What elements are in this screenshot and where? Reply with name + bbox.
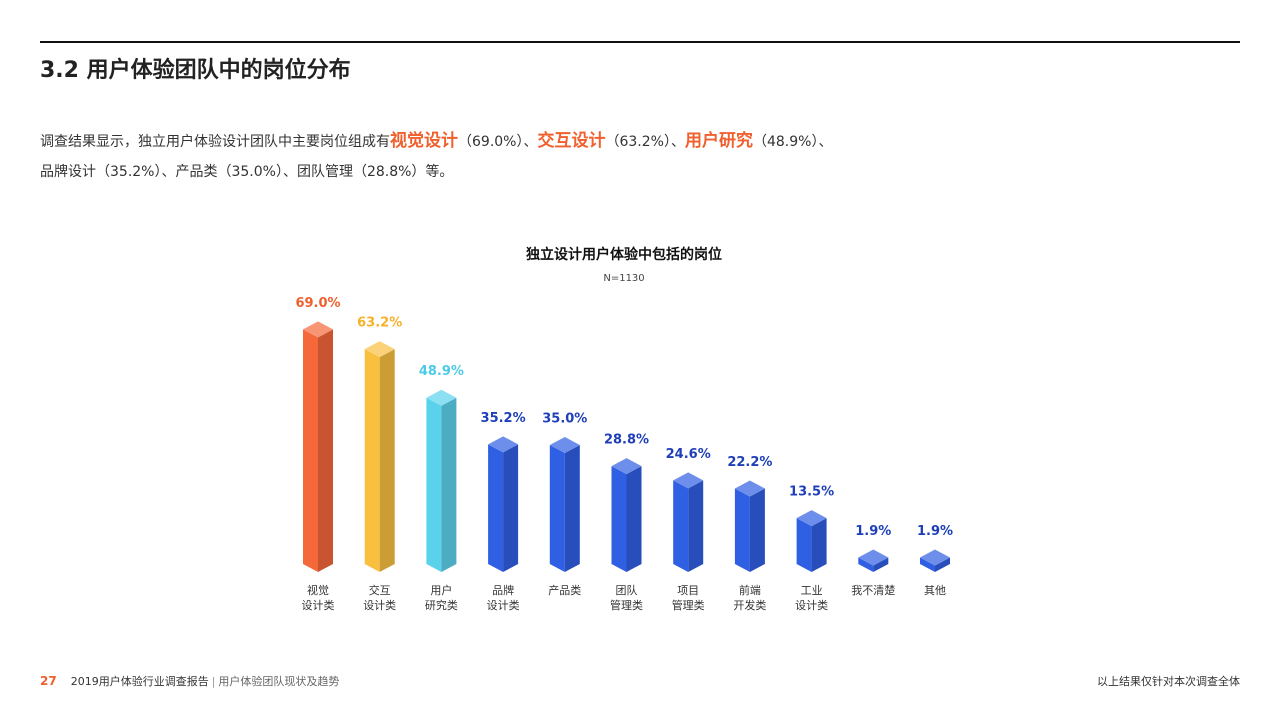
intro-highlight: 视觉设计 xyxy=(390,131,458,151)
value-label: 35.0% xyxy=(542,412,587,427)
bar-right-face xyxy=(811,518,827,572)
intro-text: 品牌设计（35.2%）、产品类（35.0%）、团队管理（28.8%）等。 xyxy=(40,164,454,180)
bar xyxy=(858,549,889,572)
chart-title: 独立设计用户体验中包括的岗位 xyxy=(526,246,722,263)
x-tick-label: 其他 xyxy=(924,584,946,597)
x-tick-label: 品牌设计类 xyxy=(487,583,520,612)
bar-left-face xyxy=(920,557,935,572)
bar-left-face xyxy=(858,557,874,572)
x-tick-label: 前端开发类 xyxy=(733,583,766,612)
x-tick-label: 用户研究类 xyxy=(425,583,458,612)
bar xyxy=(426,389,457,572)
bar xyxy=(920,549,950,572)
bar-left-face xyxy=(488,444,504,572)
value-label: 63.2% xyxy=(357,316,402,331)
value-label: 48.9% xyxy=(419,364,464,379)
intro-line: 调查结果显示，独立用户体验设计团队中主要岗位组成有视觉设计（69.0%）、交互设… xyxy=(40,126,832,157)
x-tick-label: 项目管理类 xyxy=(672,584,705,612)
intro-highlight: 用户研究 xyxy=(684,131,753,151)
x-tick-label: 产品类 xyxy=(548,583,581,597)
value-label: 1.9% xyxy=(917,524,953,539)
x-tick-label: 工业设计类 xyxy=(795,584,828,612)
bar-top-face xyxy=(920,549,950,566)
bar-top-face xyxy=(796,510,827,527)
bar-top-face xyxy=(549,437,580,453)
bar-left-face xyxy=(303,329,318,572)
bar xyxy=(734,480,765,572)
bar-left-face xyxy=(796,518,812,572)
bar-left-face xyxy=(734,488,750,572)
x-tick-label: 我不清楚 xyxy=(851,583,895,597)
bar-left-face xyxy=(549,445,565,572)
bar-right-face xyxy=(318,329,333,572)
bar-right-face xyxy=(441,397,457,572)
value-label: 1.9% xyxy=(855,524,891,539)
value-label: 24.6% xyxy=(666,447,711,462)
bar xyxy=(303,321,333,572)
bar-left-face xyxy=(364,349,380,572)
bar-top-face xyxy=(858,549,889,566)
bar-top-face xyxy=(303,321,333,338)
chart: 独立设计用户体验中包括的岗位 N=1130 69.0% 视觉设计类 63.2% 交互设… xyxy=(295,246,953,612)
footer-note: 以上结果仅针对本次调查全体 xyxy=(1097,675,1240,688)
bar-right-face xyxy=(379,349,395,572)
bar xyxy=(549,437,580,572)
footer-left: 27 2019用户体验行业调查报告 | 用户体验团队现状及趋势 xyxy=(40,674,340,688)
bar xyxy=(364,341,395,572)
section-name: 用户体验团队现状及趋势 xyxy=(218,675,340,688)
bar-left-face xyxy=(611,466,627,572)
bar-right-face xyxy=(873,557,889,572)
bar-top-face xyxy=(734,480,765,497)
bar-top-face xyxy=(488,436,519,453)
bar-left-face xyxy=(426,397,442,572)
intro-text: （63.2%）、 xyxy=(605,134,685,150)
bar-top-face xyxy=(426,389,457,406)
intro: 调查结果显示，独立用户体验设计团队中主要岗位组成有视觉设计（69.0%）、交互设… xyxy=(40,126,832,187)
intro-line: 品牌设计（35.2%）、产品类（35.0%）、团队管理（28.8%）等。 xyxy=(40,157,832,187)
x-tick-label: 交互设计类 xyxy=(363,583,396,612)
bar xyxy=(796,510,827,572)
intro-text: （69.0%）、 xyxy=(458,134,538,150)
x-tick-label: 视觉设计类 xyxy=(302,583,335,612)
bar-top-face xyxy=(673,472,704,489)
bar-right-face xyxy=(935,557,950,572)
value-label: 13.5% xyxy=(789,485,834,500)
intro-highlight: 交互设计 xyxy=(537,131,606,151)
report-name: 2019用户体验行业调查报告 xyxy=(70,675,209,688)
intro-text: （48.9%）、 xyxy=(752,134,833,150)
page-number: 27 xyxy=(40,674,57,688)
bar-left-face xyxy=(673,480,689,572)
bar-right-face xyxy=(749,488,765,572)
bar-right-face xyxy=(503,444,519,572)
bar-right-face xyxy=(626,466,642,572)
chart-subtitle: N=1130 xyxy=(603,273,644,284)
bar-right-face xyxy=(564,445,580,572)
bar-top-face xyxy=(364,341,395,358)
top-rule xyxy=(40,41,1240,43)
value-label: 28.8% xyxy=(604,433,649,448)
intro-text: 调查结果显示，独立用户体验设计团队中主要岗位组成有 xyxy=(40,134,390,150)
value-label: 35.2% xyxy=(481,411,526,426)
bar-top-face xyxy=(611,458,642,475)
bar-right-face xyxy=(688,480,704,572)
value-label: 22.2% xyxy=(727,455,772,470)
bar xyxy=(611,458,642,572)
bar xyxy=(673,472,704,572)
page-title: 3.2 用户体验团队中的岗位分布 xyxy=(40,58,351,83)
value-label: 69.0% xyxy=(295,296,340,311)
bar xyxy=(488,436,519,572)
x-tick-label: 团队管理类 xyxy=(610,583,643,612)
